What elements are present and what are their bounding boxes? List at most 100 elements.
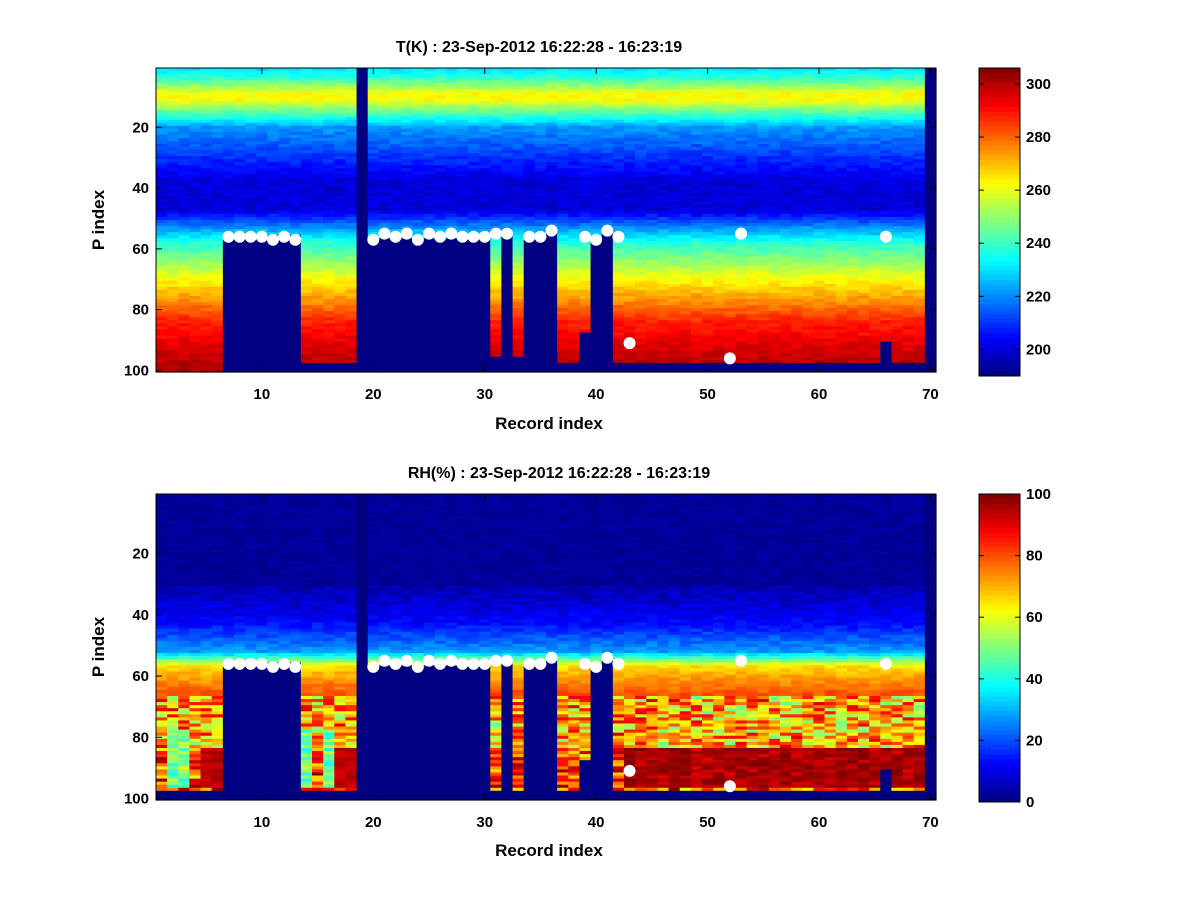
heatmap-cell [780, 162, 792, 166]
heatmap-cell [557, 302, 569, 306]
heatmap-cell [780, 280, 792, 285]
heatmap-cell [657, 171, 670, 175]
heatmap-cell [568, 335, 581, 340]
heatmap-cell [367, 229, 380, 233]
heatmap-cell [690, 353, 703, 358]
heatmap-cell [312, 189, 324, 194]
heatmap-cell [412, 92, 425, 96]
heatmap-cell [735, 165, 748, 169]
heatmap-cell [211, 104, 224, 109]
heatmap-cell [189, 216, 202, 221]
heatmap-cell [200, 238, 213, 242]
heatmap-cell [713, 147, 725, 151]
heatmap-cell [813, 74, 826, 78]
heatmap-cell [612, 198, 625, 203]
heatmap-cell [780, 71, 792, 75]
heatmap-cell [791, 356, 803, 361]
heatmap-cell [646, 128, 659, 133]
heatmap-cell [802, 153, 815, 157]
heatmap-cell [434, 220, 447, 224]
heatmap-cell [490, 268, 503, 273]
heatmap-cell [189, 128, 202, 133]
heatmap-cell [167, 308, 179, 312]
heatmap-cell [635, 232, 647, 236]
heatmap-cell [846, 137, 859, 142]
heatmap-cell [167, 83, 179, 87]
heatmap-cell [802, 353, 815, 358]
heatmap-cell [690, 144, 703, 148]
heatmap-cell [490, 125, 503, 130]
heatmap-cell [178, 168, 191, 172]
heatmap-cell [690, 159, 703, 163]
heatmap-cell [401, 210, 413, 215]
heatmap-cell [167, 292, 179, 297]
heatmap-cell [546, 116, 558, 121]
heatmap-cell [156, 156, 168, 160]
heatmap-cell [156, 192, 168, 197]
heatmap-cell [846, 220, 859, 224]
heatmap-cell [724, 332, 737, 337]
heatmap-cell [345, 113, 358, 118]
heatmap-cell [156, 338, 168, 343]
heatmap-cell [601, 189, 614, 194]
heatmap-cell [289, 168, 302, 172]
heatmap-cell [390, 125, 402, 130]
heatmap-cell [234, 171, 246, 175]
heatmap-cell [156, 168, 168, 172]
heatmap-cell [657, 80, 670, 84]
heatmap-cell [267, 119, 280, 124]
heatmap-cell [646, 259, 659, 264]
heatmap-cell [278, 204, 291, 209]
heatmap-cell [412, 153, 425, 157]
heatmap-cell [568, 277, 581, 282]
heatmap-cell [256, 92, 269, 96]
heatmap-cell [334, 314, 347, 318]
heatmap-cell [534, 131, 547, 136]
heatmap-cell [256, 116, 269, 121]
heatmap-cell [780, 201, 792, 206]
heatmap-cell [679, 347, 692, 352]
heatmap-cell [657, 201, 670, 206]
heatmap-cell [657, 122, 670, 127]
heatmap-cell [412, 77, 425, 81]
heatmap-cell [568, 238, 581, 242]
heatmap-cell [512, 220, 525, 224]
heatmap-cell [579, 323, 592, 327]
heatmap-cell [601, 95, 614, 99]
heatmap-cell [757, 229, 770, 233]
heatmap-cell [813, 140, 826, 145]
heatmap-cell [702, 220, 714, 224]
heatmap-cell [835, 104, 848, 109]
heatmap-cell [468, 98, 480, 103]
heatmap-cell [646, 308, 659, 312]
heatmap-cell [479, 171, 491, 175]
heatmap-cell [846, 80, 859, 84]
heatmap-cell [423, 80, 436, 84]
heatmap-cell [456, 168, 469, 172]
heatmap-cell [802, 189, 815, 194]
heatmap-cell [234, 122, 246, 127]
heatmap-cell [657, 216, 670, 221]
heatmap-cell [702, 350, 714, 355]
heatmap-cell [735, 359, 748, 364]
heatmap-cell [679, 299, 692, 303]
heatmap-cell [300, 216, 313, 221]
heatmap-cell [401, 74, 413, 78]
heatmap-cell [824, 323, 837, 327]
heatmap-cell [534, 122, 547, 127]
heatmap-cell [757, 140, 770, 145]
heatmap-cell [390, 144, 402, 148]
heatmap-cell [735, 244, 748, 248]
heatmap-cell [768, 311, 781, 315]
heatmap-cell [679, 253, 692, 258]
heatmap-cell [768, 268, 781, 273]
heatmap-cell [679, 192, 692, 200]
heatmap-cell [568, 220, 581, 224]
heatmap-cell [401, 159, 413, 163]
heatmap-cell [167, 204, 179, 209]
heatmap-cell [757, 131, 770, 136]
heatmap-cell [312, 101, 324, 106]
heatmap-cell [334, 226, 347, 230]
heatmap-cell [835, 101, 848, 106]
heatmap-cell [568, 180, 581, 185]
